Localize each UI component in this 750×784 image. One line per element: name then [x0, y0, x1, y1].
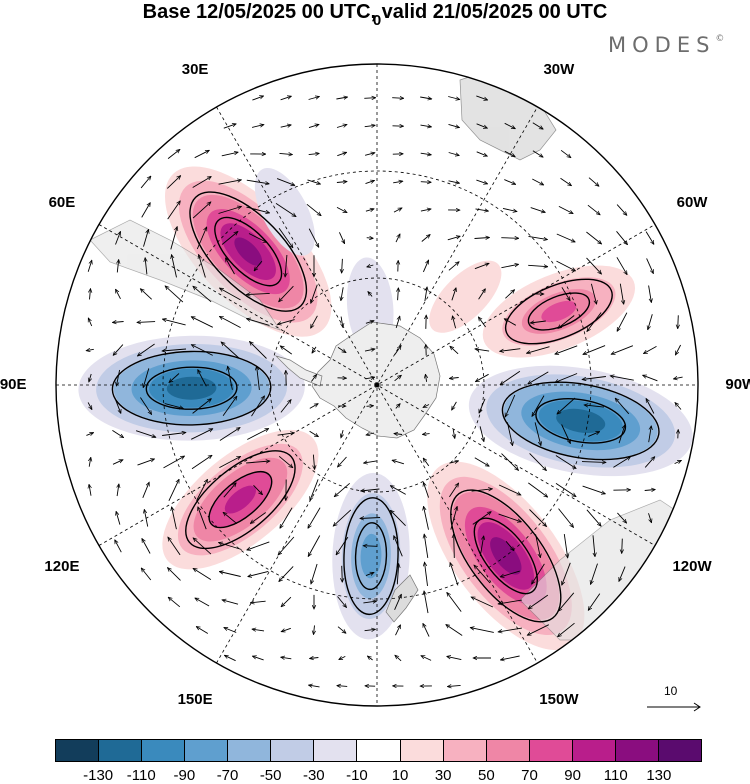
longitude-label: 90W: [725, 377, 750, 393]
longitude-label: 30E: [182, 62, 209, 78]
longitude-label: 60E: [49, 195, 76, 211]
colorbar-tick-label: -50: [260, 767, 282, 784]
colorbar-tick-label: 110: [604, 767, 628, 784]
colorbar-tick-label: -30: [303, 767, 325, 784]
colorbar-segment: [616, 740, 659, 761]
colorbar-tick-label: 50: [478, 767, 495, 784]
wind-vector: [501, 238, 518, 239]
colorbar-segment: [573, 740, 616, 761]
wind-vector: [364, 98, 375, 99]
colorbar-segment: [99, 740, 142, 761]
wind-vector: [342, 566, 343, 582]
longitude-label: 0: [373, 13, 381, 29]
colorbar-tick-label: -10: [346, 767, 368, 784]
colorbar-tick-label: -90: [174, 767, 196, 784]
colorbar-segment: [56, 740, 99, 761]
colorbar-tick-label: -130: [83, 767, 113, 784]
wind-vector: [363, 546, 377, 547]
wind-vector: [367, 238, 374, 239]
wind-vector: [454, 534, 455, 558]
longitude-label: 120E: [44, 559, 79, 575]
colorbar-tick-label: 130: [646, 767, 671, 784]
longitude-label: 90E: [0, 377, 27, 393]
wind-vector: [678, 315, 679, 328]
colorbar-segment: [314, 740, 357, 761]
colorbar-segment: [142, 740, 185, 761]
colorbar: [55, 739, 702, 762]
colorbar-tick-label: 10: [392, 767, 409, 784]
colorbar-tick-label: 30: [435, 767, 452, 784]
wind-vector: [392, 98, 404, 99]
colorbar-segment: [357, 740, 400, 761]
colorbar-tick-label: -110: [127, 767, 156, 784]
colorbar-segment: [444, 740, 487, 761]
colorbar-tick-label: 70: [521, 767, 538, 784]
colorbar-tick-label: 90: [564, 767, 581, 784]
colorbar-segment: [185, 740, 228, 761]
longitude-label: 150E: [178, 692, 213, 708]
longitude-label: 150W: [539, 692, 578, 708]
reference-vector-label: 10: [664, 684, 677, 698]
colorbar-segment: [659, 740, 701, 761]
wind-vector: [367, 406, 374, 407]
longitude-label: 60W: [677, 195, 708, 211]
colorbar-segment: [271, 740, 314, 761]
colorbar-tick-label: -70: [217, 767, 239, 784]
colorbar-segment: [530, 740, 573, 761]
longitude-label: 30W: [543, 62, 574, 78]
colorbar-segment: [401, 740, 444, 761]
colorbar-segment: [487, 740, 530, 761]
longitude-label: 120W: [672, 559, 711, 575]
wind-vector: [622, 539, 623, 554]
colorbar-segment: [228, 740, 271, 761]
wind-vector: [421, 182, 431, 183]
